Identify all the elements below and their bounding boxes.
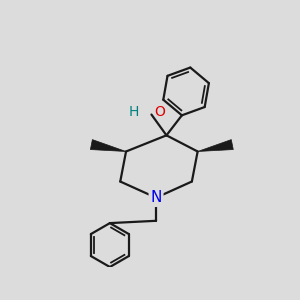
Text: O: O — [154, 105, 165, 119]
Text: H: H — [128, 105, 139, 119]
Polygon shape — [90, 140, 126, 152]
Polygon shape — [198, 140, 233, 152]
Text: N: N — [150, 190, 162, 205]
